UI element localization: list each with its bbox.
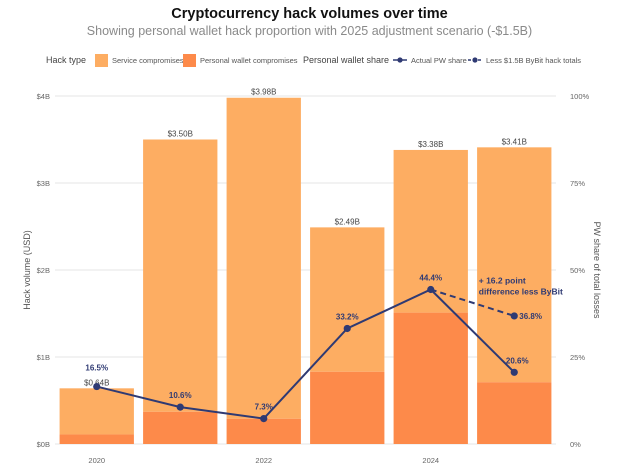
legend-item-personal[interactable]: Personal wallet compromises bbox=[183, 52, 298, 68]
pw-share-label: 33.2% bbox=[336, 312, 359, 321]
legend-hack-type-label: Hack type bbox=[46, 55, 87, 65]
legend-line-less-icon bbox=[468, 56, 482, 64]
y2-tick-label: 100% bbox=[570, 92, 590, 101]
legend: Hack type Service compromises Personal w… bbox=[0, 52, 619, 68]
pw-share-point bbox=[176, 403, 184, 411]
bar-personal-2022 bbox=[226, 418, 301, 444]
annotation-line-1: + 16.2 point bbox=[479, 275, 526, 285]
y2-tick-label: 25% bbox=[570, 353, 585, 362]
legend-item-less[interactable]: Less $1.5B ByBit hack totals bbox=[468, 52, 581, 68]
y-tick-label: $0B bbox=[37, 440, 50, 449]
bar-personal-2020 bbox=[59, 434, 134, 444]
legend-label-less: Less $1.5B ByBit hack totals bbox=[486, 55, 582, 65]
annotation-line-2: difference less ByBit bbox=[479, 286, 563, 296]
legend-label-personal: Personal wallet compromises bbox=[200, 55, 298, 65]
bar-service-2023 bbox=[310, 227, 385, 372]
pw-share-point bbox=[343, 324, 351, 333]
pw-share-line bbox=[96, 288, 515, 420]
pw-share-point bbox=[260, 414, 268, 423]
pw-share-label: 7.3% bbox=[255, 403, 273, 412]
x-tick-label: 2022 bbox=[255, 456, 272, 465]
pw-share-point bbox=[93, 382, 101, 391]
bar-total-label: $3.98B bbox=[251, 88, 276, 97]
y-axis-title: Hack volume (USD) bbox=[22, 230, 32, 310]
y-tick-label: $1B bbox=[37, 353, 50, 362]
bar-total-label: $3.41B bbox=[502, 137, 527, 146]
legend-swatch-personal bbox=[183, 53, 196, 67]
bar-personal-2023 bbox=[310, 371, 385, 444]
y-tick-label: $3B bbox=[37, 179, 50, 188]
bar-service-2025 bbox=[477, 147, 552, 383]
pw-share-label: 20.6% bbox=[506, 356, 529, 365]
pw-share-adjusted-label: 36.8% bbox=[519, 312, 542, 321]
y2-axis-title: PW share of total losses bbox=[592, 221, 602, 319]
bar-personal-2024 bbox=[393, 312, 468, 444]
pw-share-adjusted-point bbox=[510, 312, 518, 320]
pw-share-adjusted-line bbox=[430, 288, 515, 317]
legend-item-actual[interactable]: Actual PW share bbox=[393, 52, 467, 68]
legend-pw-share-header: Personal wallet share bbox=[303, 52, 389, 68]
chart-title: Cryptocurrency hack volumes over time bbox=[171, 6, 448, 22]
pw-share-label: 16.5% bbox=[85, 364, 108, 373]
pw-share-label: 44.4% bbox=[419, 273, 442, 282]
pw-share-label: 10.6% bbox=[169, 391, 192, 400]
bar-personal-2025 bbox=[477, 382, 552, 444]
legend-line-actual-icon bbox=[393, 56, 407, 64]
legend-label-service: Service compromises bbox=[112, 55, 184, 65]
legend-swatch-service bbox=[95, 53, 108, 67]
x-tick-label: 2024 bbox=[422, 456, 439, 465]
bar-service-2022 bbox=[226, 97, 301, 419]
y2-tick-label: 0% bbox=[570, 440, 581, 449]
y2-tick-label: 75% bbox=[570, 179, 585, 188]
bar-total-label: $3.50B bbox=[168, 130, 193, 139]
legend-hack-type-header: Hack type bbox=[46, 52, 86, 68]
bar-service-2021 bbox=[143, 139, 218, 412]
chart-subtitle: Showing personal wallet hack proportion … bbox=[86, 24, 533, 38]
legend-pw-share-label: Personal wallet share bbox=[303, 55, 390, 65]
y2-tick-label: 50% bbox=[570, 266, 585, 275]
pw-share-point bbox=[510, 368, 518, 376]
y-tick-label: $4B bbox=[37, 92, 50, 101]
bar-total-label: $0.64B bbox=[84, 378, 109, 387]
bar-service-2024 bbox=[393, 149, 468, 313]
bar-personal-2021 bbox=[143, 411, 218, 444]
legend-label-actual: Actual PW share bbox=[411, 55, 467, 65]
y-tick-label: $2B bbox=[37, 266, 50, 275]
bar-total-label: $2.49B bbox=[335, 217, 360, 226]
bar-total-label: $3.38B bbox=[418, 140, 443, 149]
pw-share-point bbox=[427, 285, 435, 294]
legend-item-service[interactable]: Service compromises bbox=[95, 52, 184, 68]
x-tick-label: 2020 bbox=[88, 456, 105, 465]
bar-service-2020 bbox=[59, 388, 134, 435]
